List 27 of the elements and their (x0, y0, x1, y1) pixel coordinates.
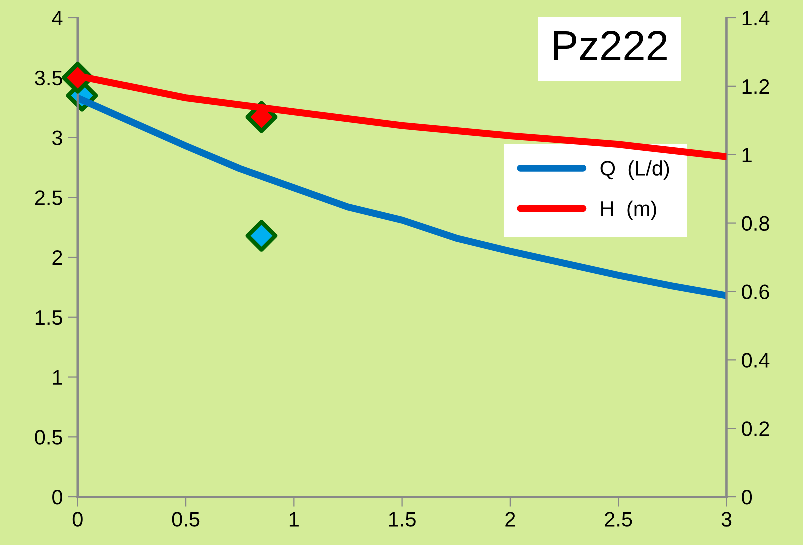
y-tick-label: 1 (53, 370, 62, 385)
y2-tick-label: 1 (742, 148, 752, 162)
x-tick-label: 0.5 (172, 512, 200, 527)
y-tick-label: 2 (52, 250, 62, 266)
y2-tick-label: 0.6 (742, 284, 770, 300)
y2-tick-label: 0.8 (742, 216, 770, 232)
y2-tick-label: 1.2 (742, 79, 770, 94)
x-tick-label: 2.5 (605, 512, 632, 527)
x-tick-label: 2 (506, 512, 516, 527)
legend-label: Q (L/d) (600, 160, 670, 180)
y-tick-label: 0.5 (35, 430, 62, 445)
y2-tick-label: 0.2 (742, 422, 770, 436)
x-tick-label: 1 (290, 512, 299, 527)
y-tick-label: 0 (52, 490, 62, 505)
x-tick-label: 1.5 (389, 512, 416, 527)
y-tick-label: 4 (52, 11, 63, 26)
y-tick-label: 1.5 (36, 310, 62, 326)
y2-tick-label: 0 (742, 490, 752, 505)
y-tick-label: 3 (52, 130, 62, 146)
y2-tick-label: 1.4 (742, 11, 770, 26)
y-tick-label: 3.5 (35, 70, 62, 86)
x-tick-label: 3 (722, 512, 732, 527)
legend-label: H (m) (602, 200, 656, 220)
y2-tick-label: 0.4 (742, 353, 770, 368)
y-tick-label: 2.5 (35, 190, 62, 206)
chart-title: Pz222 (554, 31, 667, 60)
x-tick-label: 0 (72, 512, 83, 527)
